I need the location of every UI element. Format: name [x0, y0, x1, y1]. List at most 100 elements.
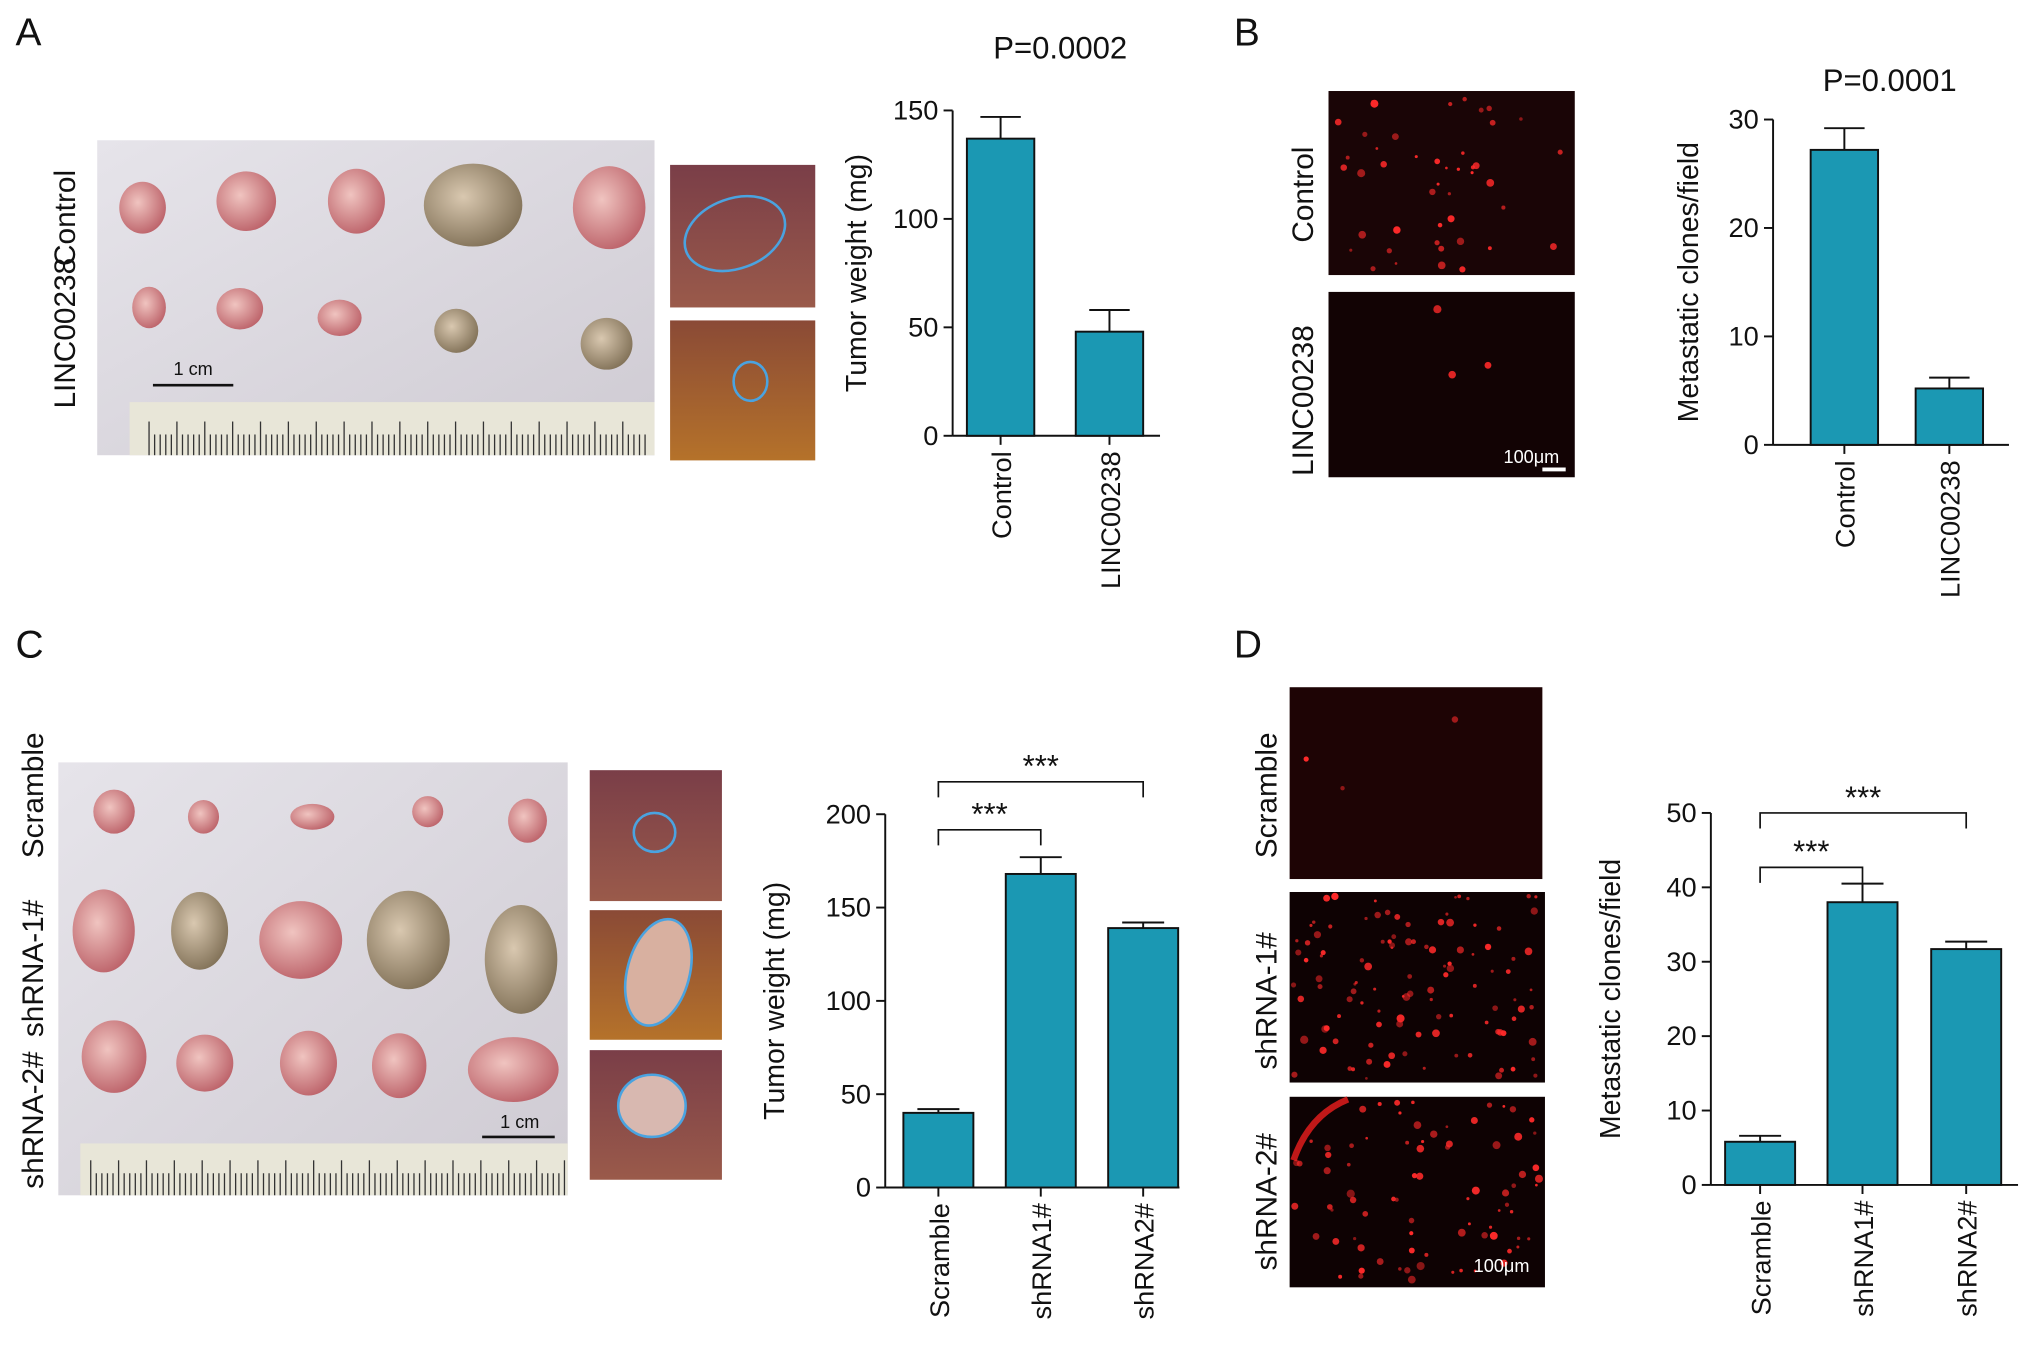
fluorescent-dot	[1349, 1143, 1354, 1149]
y-tick-label: 100	[893, 203, 938, 234]
fluorescent-dot	[1527, 1237, 1531, 1241]
fluorescent-dot	[1319, 1046, 1327, 1054]
bar	[1724, 1140, 1797, 1186]
fluorescent-dot	[1394, 913, 1401, 920]
fluorescent-dot	[1534, 895, 1538, 899]
fluorescent-dot	[1486, 178, 1495, 187]
fluorescent-dot	[1524, 947, 1533, 956]
fluorescent-dot	[1470, 171, 1474, 175]
panel-label: D	[1234, 623, 1262, 666]
fluorescent-dot	[1375, 147, 1379, 150]
y-tick-label: 10	[1729, 320, 1759, 351]
fluorescent-dot	[1391, 133, 1399, 141]
fluorescent-dot	[1334, 118, 1342, 126]
fluorescent-dot	[1330, 1208, 1334, 1212]
fluorescent-dot	[1362, 1211, 1369, 1217]
fluorescent-dot	[1459, 1268, 1463, 1273]
fluorescent-dot	[1353, 1236, 1357, 1241]
fluorescent-dot	[1415, 1031, 1422, 1038]
fluorescent-dot	[1434, 158, 1441, 165]
x-tick-label: Scramble	[1745, 1200, 1776, 1315]
x-tick-label: shRNA1#	[1026, 1203, 1057, 1319]
fluorescent-dot	[1373, 899, 1377, 903]
bar	[1074, 330, 1145, 437]
fluorescent-dot	[1364, 916, 1368, 921]
fluorescent-dot	[1487, 246, 1492, 251]
image-label: Control	[1287, 147, 1320, 243]
bar	[1826, 901, 1899, 1186]
fluorescent-dot	[1472, 162, 1480, 170]
fluorescent-dot	[1332, 1038, 1339, 1045]
fluorescent-dot	[1429, 188, 1436, 196]
fluorescent-dot	[1312, 1232, 1320, 1240]
fluorescent-dot	[1511, 1016, 1517, 1022]
fluorescent-dot	[1473, 1269, 1477, 1273]
tumor	[279, 1030, 337, 1096]
fluorescent-dot	[1500, 1259, 1508, 1267]
fluorescent-dot	[1338, 1274, 1343, 1279]
fluorescent-dot	[1449, 1013, 1454, 1018]
fluorescent-dot	[1391, 1196, 1396, 1202]
fluorescent-dot	[1387, 939, 1392, 944]
fluorescent-dot	[1454, 895, 1457, 899]
fluorescent-dot	[1461, 151, 1465, 155]
fluorescent-dot	[1345, 155, 1350, 160]
tumor	[423, 163, 523, 247]
fluorescent-dot	[1518, 1170, 1527, 1179]
bar	[965, 137, 1036, 437]
fluorescent-dot	[1557, 149, 1563, 155]
fluorescent-dot	[1360, 1001, 1364, 1005]
fluorescent-dot	[1456, 946, 1464, 954]
significance-label: ***	[1793, 834, 1829, 869]
fluorescent-dot	[1437, 261, 1446, 270]
fluorescent-dot	[1467, 1222, 1471, 1226]
tumor	[412, 796, 444, 828]
fluorescent-dot	[1309, 1139, 1313, 1143]
y-tick-label: 150	[826, 892, 871, 923]
error-bar	[980, 115, 1021, 139]
fluorescent-dot	[1409, 1231, 1414, 1236]
bar	[1809, 148, 1880, 446]
image-label: LINC00238	[1287, 325, 1320, 476]
tumor	[119, 181, 166, 234]
error-bar	[1841, 882, 1884, 903]
fluorescent-dot	[1405, 1140, 1410, 1145]
panel-label: C	[16, 623, 44, 666]
fluorescent-dot	[1391, 934, 1397, 940]
fluorescent-dot	[1411, 1172, 1418, 1179]
fluorescent-dot	[1325, 1151, 1332, 1159]
y-tick-label: 200	[826, 798, 871, 829]
x-tick-label: Control	[1830, 460, 1861, 548]
fluorescent-dot	[1380, 161, 1387, 168]
fluorescent-dot	[1315, 975, 1323, 983]
fluorescent-dot	[1350, 988, 1357, 995]
panel-label: A	[16, 12, 42, 55]
y-axis-label: Tumor weight (mg)	[841, 154, 873, 392]
fluorescent-dot	[1502, 1104, 1506, 1108]
fluorescent-dot	[1517, 1005, 1525, 1013]
fluorescent-dot	[1528, 1037, 1537, 1046]
fluorescent-dot	[1297, 995, 1305, 1003]
image-label: LINC00238	[49, 258, 82, 409]
fluorescent-dot	[1511, 956, 1516, 961]
fluorescent-dot	[1501, 205, 1506, 210]
x-tick-label: LINC00238	[1935, 460, 1966, 598]
fluorescent-dot	[1497, 1029, 1504, 1036]
y-tick-label: 20	[1729, 212, 1759, 243]
fluorescent-dot	[1516, 1236, 1521, 1241]
fluorescent-dot	[1293, 1159, 1300, 1167]
y-tick-label: 0	[923, 420, 938, 451]
fluorescent-dot	[1445, 166, 1448, 170]
fluorescent-dot	[1532, 1164, 1540, 1172]
fluorescent-dot	[1376, 1258, 1384, 1265]
fluorescent-dot	[1295, 939, 1299, 943]
fluorescent-dot	[1529, 1117, 1535, 1123]
fluorescent-dot	[1300, 1035, 1309, 1044]
tumor	[216, 288, 264, 330]
fluorescent-dot	[1526, 894, 1531, 899]
fluorescent-dot	[1533, 1131, 1537, 1135]
fluorescent-dot	[1519, 117, 1523, 121]
x-tick-label: shRNA2#	[1952, 1200, 1983, 1316]
tumor	[484, 904, 558, 1014]
